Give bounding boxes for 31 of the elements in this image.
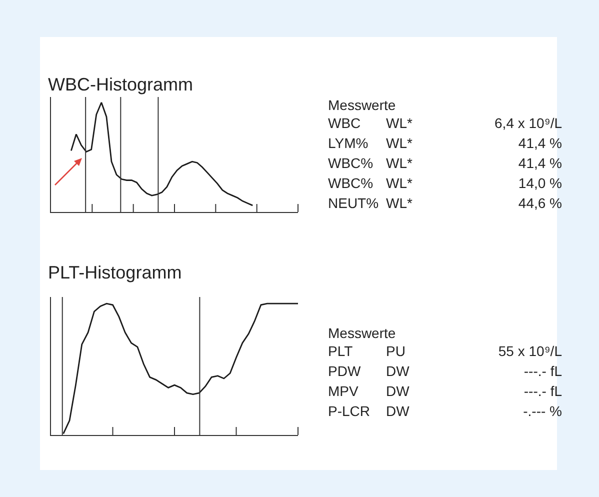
text: NEUT% bbox=[328, 195, 380, 211]
text: 55 x 10⁹/L bbox=[497, 343, 562, 359]
text: ---.- fL bbox=[522, 363, 562, 379]
text: ---.- fL bbox=[522, 383, 562, 399]
text: WL* bbox=[386, 135, 414, 151]
text: Messwerte bbox=[328, 325, 397, 341]
text: DW bbox=[386, 363, 410, 379]
text: 6,4 x 10⁹/L bbox=[494, 115, 562, 131]
text: Messwerte bbox=[328, 97, 397, 113]
text: WBC% bbox=[328, 155, 374, 171]
chart-title: PLT-Histogramm bbox=[48, 262, 182, 282]
text: P-LCR bbox=[328, 403, 372, 419]
text: LYM% bbox=[328, 135, 370, 151]
text: DW bbox=[386, 403, 410, 419]
text: 41,4 % bbox=[517, 135, 562, 151]
text: 44,6 % bbox=[517, 195, 562, 211]
text: DW bbox=[386, 383, 410, 399]
text: 14,0 % bbox=[517, 175, 562, 191]
text: PLT bbox=[328, 343, 354, 359]
chart-title: WBC-Histogramm bbox=[48, 74, 194, 94]
text: -.--- % bbox=[522, 403, 562, 419]
text: WBC% bbox=[328, 175, 374, 191]
text: WL* bbox=[386, 195, 414, 211]
text: WL* bbox=[386, 175, 414, 191]
text: 41,4 % bbox=[517, 155, 562, 171]
text: MPV bbox=[328, 383, 360, 399]
text: WL* bbox=[386, 115, 414, 131]
text: WBC bbox=[328, 115, 362, 131]
text: PU bbox=[386, 343, 406, 359]
text: PDW bbox=[328, 363, 362, 379]
text: WL* bbox=[386, 155, 414, 171]
